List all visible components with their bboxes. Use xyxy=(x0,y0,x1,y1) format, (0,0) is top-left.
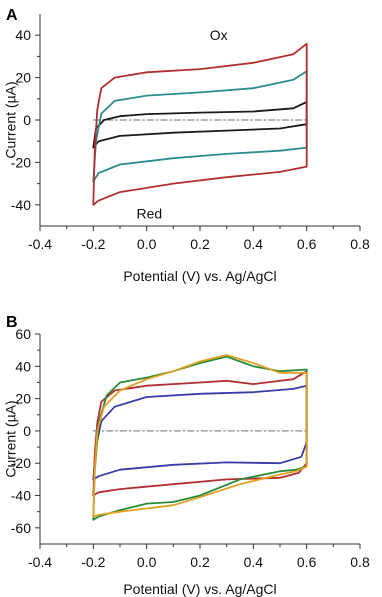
y-tick-label: -20 xyxy=(11,154,31,170)
cv-series-line-2 xyxy=(92,70,308,183)
y-tick-label: 40 xyxy=(15,358,31,374)
y-axis-title: Current (µA) xyxy=(3,400,19,477)
x-tick-label: 0.0 xyxy=(137,554,157,570)
x-tick-label: -0.2 xyxy=(81,236,105,252)
x-axis-title: Potential (V) vs. Ag/AgCl xyxy=(123,268,276,284)
x-tick-label: 0.2 xyxy=(190,236,210,252)
x-tick-label: -0.4 xyxy=(28,554,52,570)
y-tick-label: 0 xyxy=(23,423,31,439)
plot-area: -60 -40 -20 0 20 40 60 -0.4 -0.2 0.0 0.2 0.4 0.6 0.8 xyxy=(11,326,370,570)
cv-series-line-3 xyxy=(92,42,308,206)
x-tick-label: 0.6 xyxy=(297,236,317,252)
panel-letter: B xyxy=(6,314,18,331)
annotation-label: Ox xyxy=(210,27,228,43)
cv-series-line-2 xyxy=(92,370,308,497)
panel-letter: A xyxy=(6,7,18,24)
y-axis-title: Current (µA) xyxy=(3,81,19,158)
cv-series-line-1 xyxy=(92,384,308,481)
x-tick-label: 0.8 xyxy=(350,236,370,252)
cv-series-line-4 xyxy=(92,354,308,518)
panel-b: B -60 -40 -20 0 20 40 60 -0.4 -0.2 0.0 0.2 0.4 0.6 0.… xyxy=(3,314,370,597)
panel-a: A -40 -20 0 20 40 -0.4 -0.2 0.0 0.2 0.4 0.6 0.8 Ox Re… xyxy=(3,7,370,284)
annotation-label: Red xyxy=(136,205,162,221)
plot-area: -40 -20 0 20 40 -0.4 -0.2 0.0 0.2 0.4 0.6 0.8 Ox Red xyxy=(11,14,370,252)
cv-series-line-1 xyxy=(92,101,308,149)
y-tick-label: -40 xyxy=(11,197,31,213)
y-tick-label: -40 xyxy=(11,488,31,504)
x-tick-label: 0.2 xyxy=(190,554,210,570)
y-tick-label: 60 xyxy=(15,326,31,342)
cv-series-line-3 xyxy=(92,355,308,521)
y-tick-label: 0 xyxy=(23,112,31,128)
x-tick-label: 0.0 xyxy=(137,236,157,252)
y-tick-label: 40 xyxy=(15,27,31,43)
x-tick-label: -0.4 xyxy=(28,236,52,252)
y-tick-label: 20 xyxy=(15,391,31,407)
x-axis-title: Potential (V) vs. Ag/AgCl xyxy=(123,581,276,597)
x-tick-label: 0.4 xyxy=(244,554,264,570)
x-tick-label: 0.6 xyxy=(297,554,317,570)
y-tick-label: 20 xyxy=(15,70,31,86)
y-tick-label: -60 xyxy=(11,520,31,536)
x-tick-label: 0.4 xyxy=(244,236,264,252)
x-tick-label: 0.8 xyxy=(350,554,370,570)
y-tick-label: -20 xyxy=(11,455,31,471)
x-tick-label: -0.2 xyxy=(81,554,105,570)
